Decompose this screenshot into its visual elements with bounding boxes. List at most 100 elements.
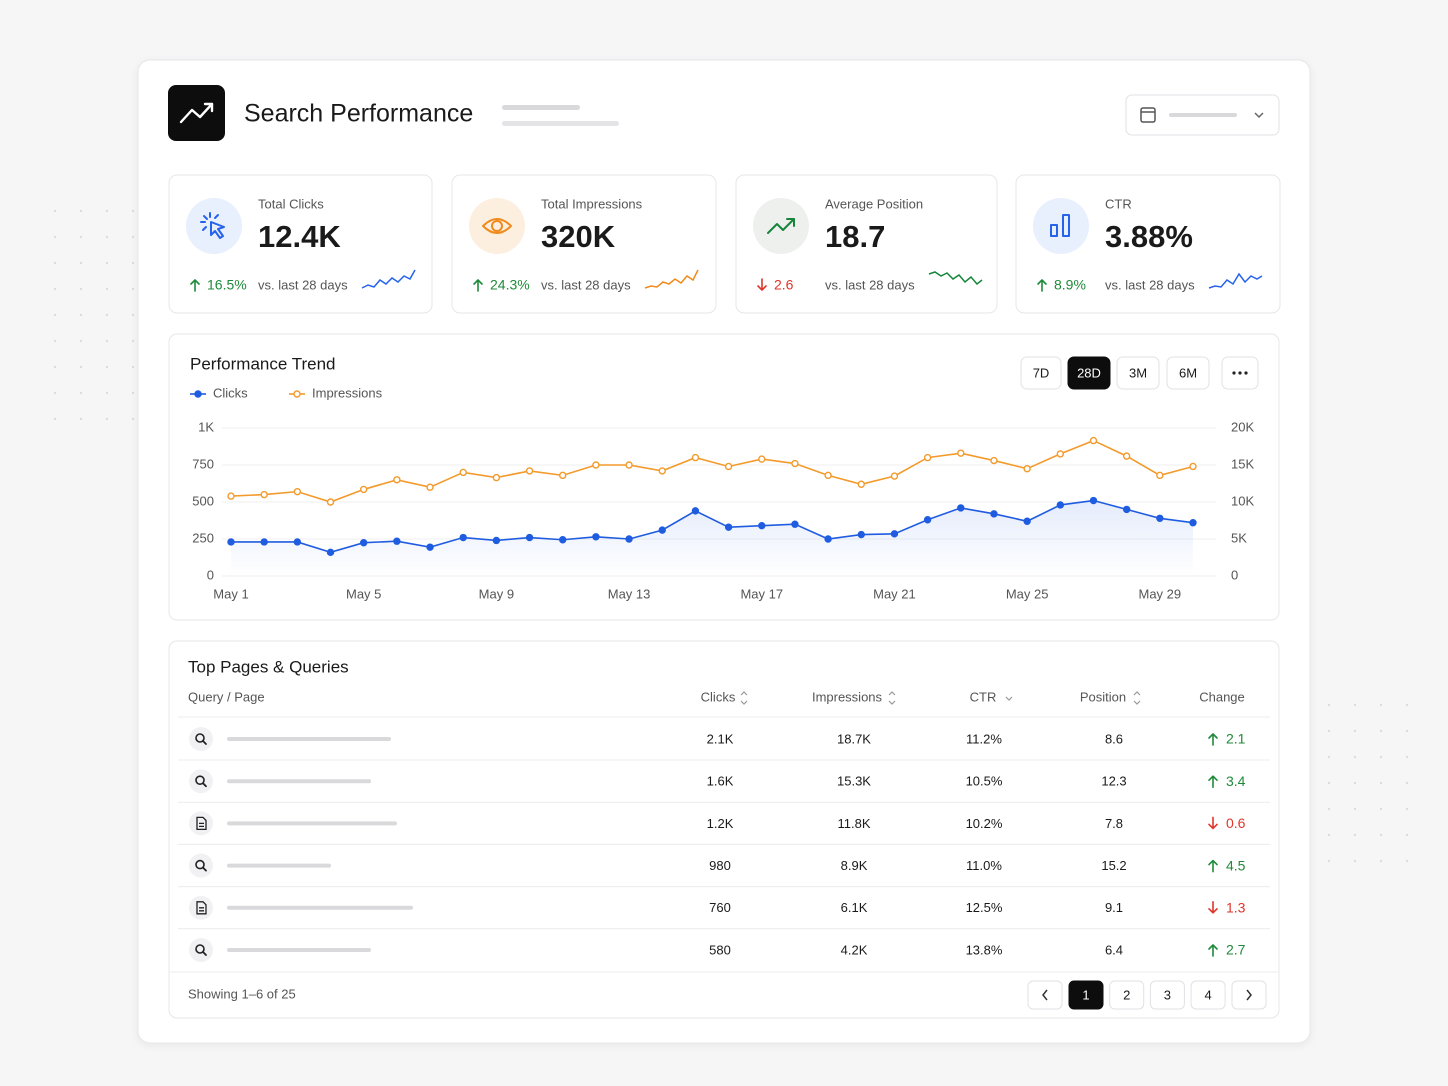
point [658, 526, 666, 534]
background-dots [1320, 700, 1420, 880]
page-button[interactable] [1068, 980, 1104, 1010]
point [625, 535, 633, 543]
placeholder [227, 905, 413, 910]
page-button[interactable] [1149, 980, 1185, 1010]
point [890, 472, 899, 480]
kpi-change: 24.3% [490, 277, 530, 293]
row-icon-bg [189, 769, 213, 794]
range-button[interactable] [1020, 356, 1062, 390]
kpi-icon-bg [1033, 198, 1089, 254]
point [990, 510, 998, 518]
column-header[interactable]: CTR [970, 689, 997, 704]
next-button[interactable] [1231, 980, 1267, 1010]
point [724, 462, 733, 471]
range-button-label[interactable]: 7D [1033, 365, 1050, 380]
area [231, 500, 1193, 576]
point [393, 537, 401, 545]
cell: 10.2% [966, 816, 1003, 831]
sort-icon [1133, 691, 1141, 705]
page-button[interactable] [1109, 980, 1145, 1010]
row-icon [196, 816, 207, 831]
trend-arrow [190, 279, 200, 292]
point [293, 487, 302, 496]
page-number[interactable]: 4 [1204, 987, 1211, 1002]
prev-button[interactable] [1027, 980, 1063, 1010]
kpi-value: 320K [541, 219, 616, 254]
sort-icon [1005, 696, 1013, 701]
line [230, 439, 1194, 503]
page-title: Search Performance [244, 100, 473, 128]
column-header: Change [1199, 689, 1245, 704]
cell: 980 [709, 858, 731, 873]
point [326, 498, 335, 506]
row-icon [195, 859, 205, 870]
row-icon-bg [189, 938, 213, 962]
row-icon-bg [189, 853, 213, 878]
date-picker[interactable] [1125, 94, 1280, 136]
y2-tick-label: 5K [1231, 530, 1247, 545]
row-icon [195, 733, 205, 743]
placeholder [227, 737, 391, 741]
point [791, 520, 799, 528]
point [1122, 452, 1131, 460]
range-button[interactable] [1067, 356, 1111, 390]
point [857, 480, 865, 488]
y-tick-label: 0 [207, 567, 214, 582]
cell: 18.7K [837, 731, 871, 746]
sparkline [361, 269, 416, 289]
point [691, 453, 700, 462]
page-number[interactable]: 1 [1082, 987, 1089, 1002]
cell: 12.3 [1101, 774, 1126, 789]
kpi-change: 2.6 [774, 277, 794, 293]
range-button[interactable] [1166, 356, 1210, 390]
column-header[interactable]: Clicks [701, 689, 736, 704]
point [1089, 496, 1098, 505]
cell: 11.8K [837, 816, 870, 831]
range-button-label[interactable]: 6M [1179, 365, 1197, 380]
cell: 6.4 [1105, 942, 1123, 957]
page-number[interactable]: 2 [1123, 987, 1130, 1002]
kpi-icon-bg [469, 198, 525, 254]
trend-arrow [1208, 859, 1218, 873]
point [227, 538, 235, 546]
point [459, 533, 467, 542]
dot [1238, 371, 1242, 375]
cell: 8.6 [1105, 731, 1123, 746]
more-button[interactable] [1221, 356, 1259, 390]
row-icon [196, 901, 207, 915]
page-number[interactable]: 3 [1164, 987, 1171, 1002]
y2-tick-label: 20K [1231, 419, 1254, 434]
sort-icon [740, 691, 748, 705]
kpi-label: Average Position [825, 196, 923, 211]
point [492, 536, 501, 545]
point [923, 516, 932, 524]
y-tick-label: 1K [198, 419, 214, 434]
point [359, 539, 368, 547]
kpi-icon [491, 220, 503, 232]
cell: 760 [709, 900, 731, 915]
point [426, 543, 434, 551]
sparkline [928, 271, 983, 286]
column-header: Query / Page [188, 689, 265, 704]
column-header[interactable]: Impressions [812, 689, 883, 704]
point [1056, 450, 1065, 458]
dot [1232, 371, 1236, 375]
legend-label: Impressions [312, 385, 383, 400]
placeholder [502, 105, 580, 110]
point [1089, 436, 1098, 445]
range-button[interactable] [1116, 356, 1160, 390]
cell: 6.1K [841, 900, 868, 915]
point [260, 538, 268, 546]
point [824, 471, 832, 480]
trend-arrow [1208, 775, 1218, 788]
range-button-label[interactable]: 28D [1077, 365, 1101, 380]
point [758, 455, 766, 463]
cell: 1.2K [707, 816, 734, 831]
range-button-label[interactable]: 3M [1129, 365, 1147, 380]
point [559, 471, 567, 480]
page-button[interactable] [1190, 980, 1226, 1010]
column-header[interactable]: Position [1080, 689, 1126, 704]
row-icon [202, 782, 207, 788]
sparkline [644, 269, 699, 289]
